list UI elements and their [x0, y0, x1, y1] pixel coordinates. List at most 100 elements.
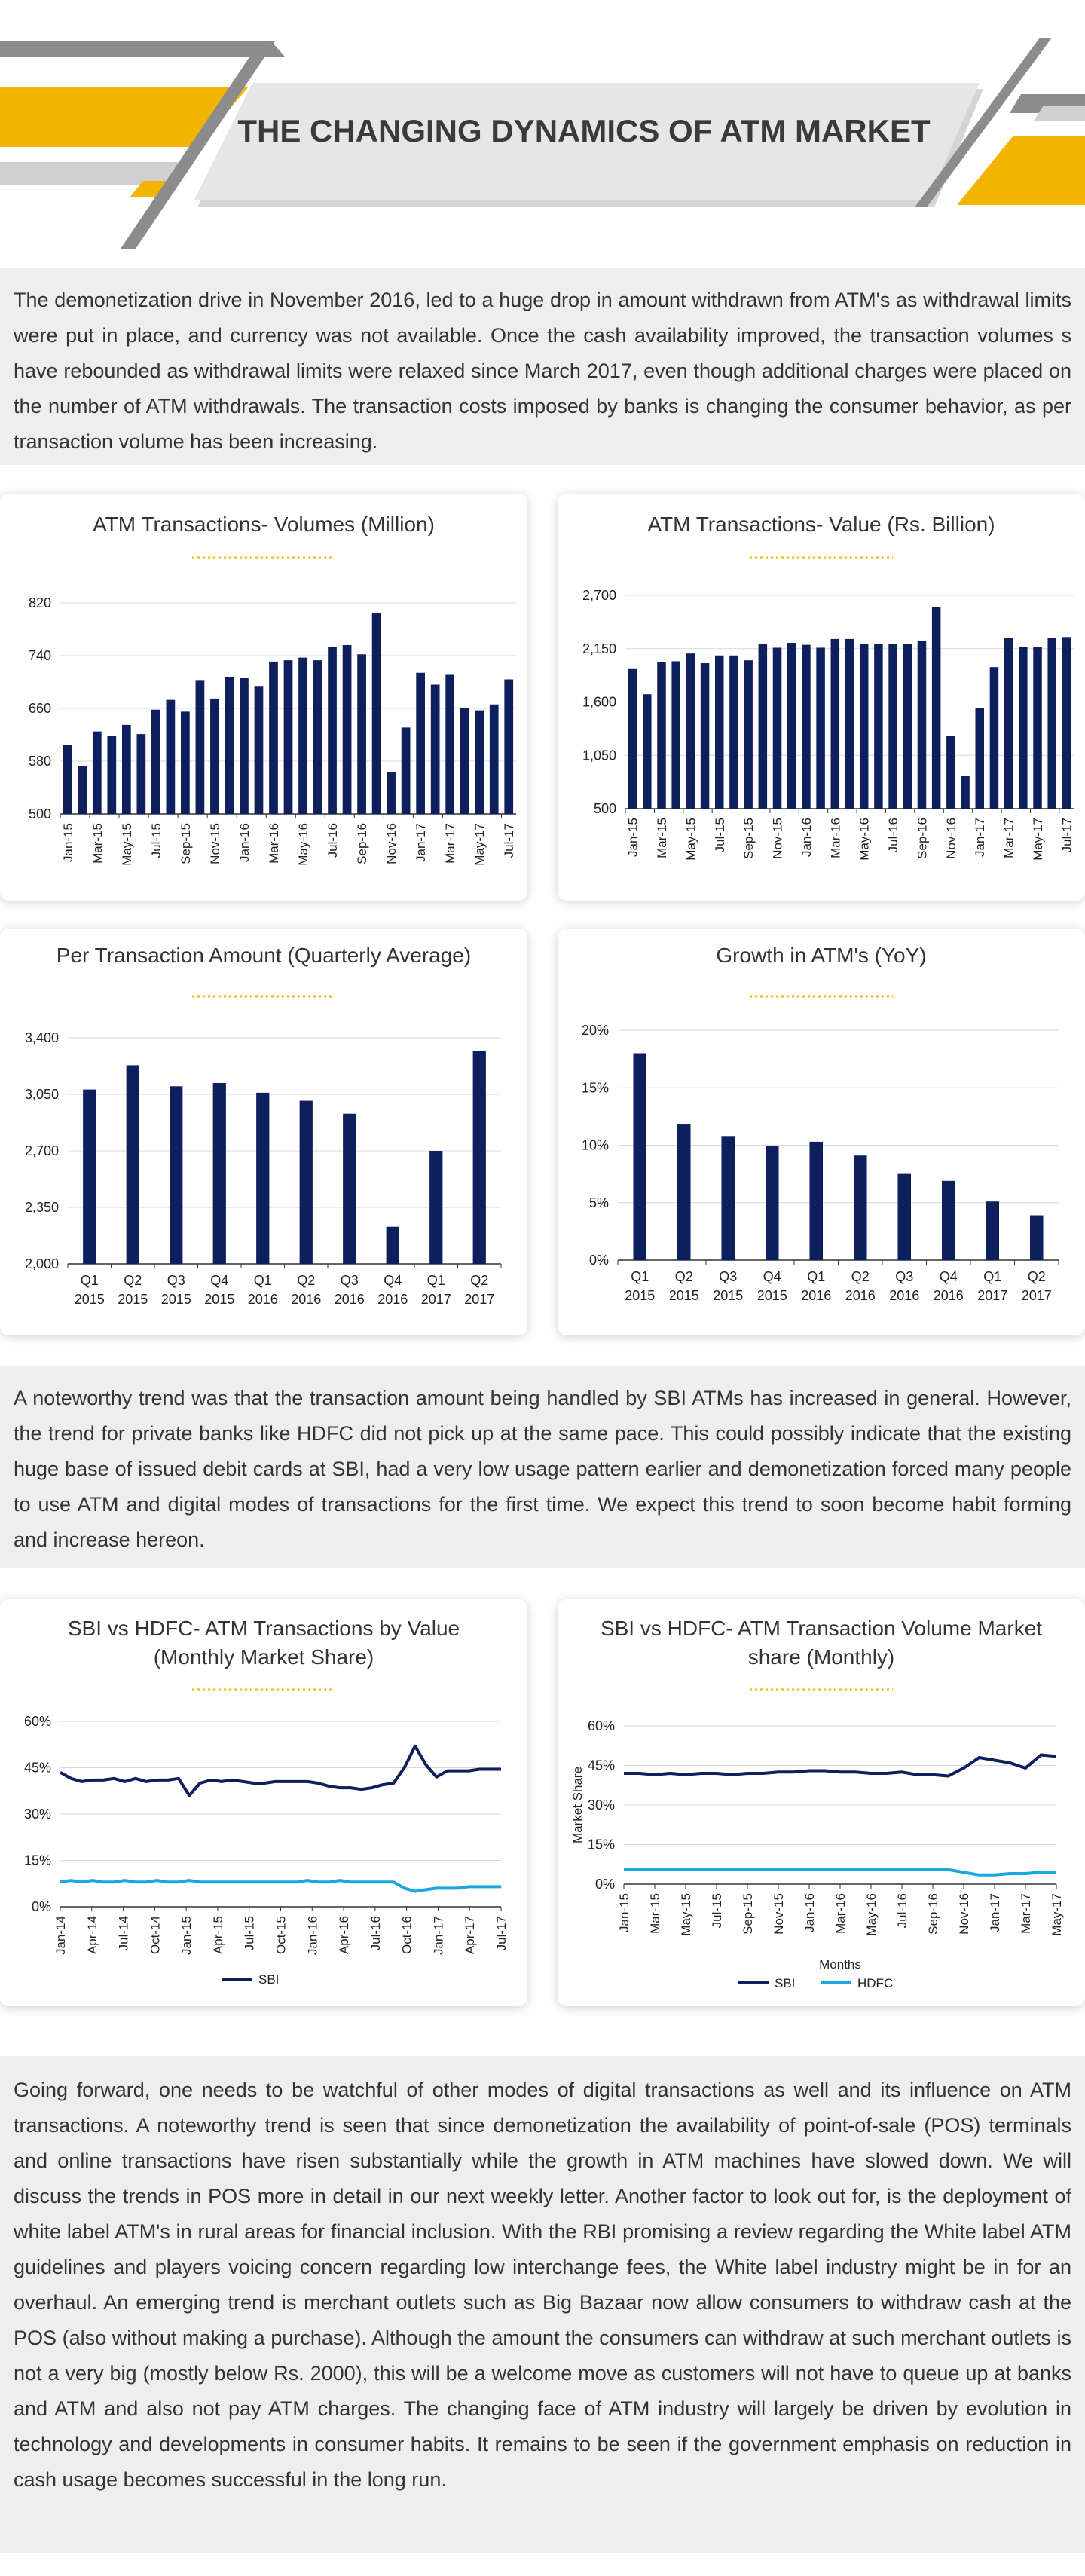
x-tick-label: Q2: [124, 1273, 142, 1288]
x-tick-label: May-16: [864, 1893, 879, 1936]
x-tick-label: Q3: [341, 1273, 359, 1288]
x-tick-label-year: 2015: [757, 1288, 787, 1303]
bar: [195, 680, 205, 814]
x-tick-label: Q3: [719, 1269, 737, 1284]
bar: [628, 668, 637, 809]
bar: [210, 698, 219, 814]
bar: [328, 647, 337, 814]
x-tick-label: Nov-15: [208, 823, 222, 864]
bar: [212, 1083, 226, 1264]
bar: [371, 613, 381, 814]
bar: [903, 644, 912, 809]
legend-label: SBI: [258, 1972, 279, 1987]
x-tick-label-year: 2015: [75, 1292, 105, 1307]
y-tick-label: 500: [594, 801, 616, 816]
bar: [387, 772, 396, 814]
x-tick-label-year: 2015: [669, 1288, 699, 1303]
x-tick-label: Jan-15: [61, 823, 75, 862]
chart-card-share-volume: SBI vs HDFC- ATM Transaction Volume Mark…: [558, 1599, 1085, 2006]
x-tick-label-year: 2016: [248, 1292, 278, 1307]
x-tick-label: Oct-16: [400, 1916, 414, 1954]
x-tick-label-year: 2015: [204, 1292, 234, 1307]
bar: [772, 647, 782, 809]
x-tick-label: Mar-17: [1019, 1893, 1033, 1934]
chart-growth: Growth in ATM's (YoY) 0% 5% 10% 15% 20% Q1 2015…: [582, 944, 1059, 1303]
x-tick-label: May-17: [472, 823, 487, 866]
x-tick-label-year: 2017: [1022, 1288, 1052, 1303]
x-tick-label: Q2: [470, 1273, 488, 1288]
bar: [897, 1173, 912, 1260]
x-tick-label: Apr-17: [463, 1916, 477, 1954]
y-tick-label: 0%: [595, 1877, 615, 1892]
bar: [343, 1113, 356, 1264]
chart-card-share-value: SBI vs HDFC- ATM Transactions by Value (M…: [0, 1599, 527, 2006]
x-tick-label: Jul-16: [895, 1893, 909, 1928]
bar: [269, 661, 278, 814]
x-tick-label: Q1: [631, 1269, 649, 1284]
x-tick-label: Apr-15: [211, 1916, 225, 1954]
bar: [1033, 647, 1042, 809]
bar: [504, 679, 514, 814]
x-tick-label: Jan-16: [305, 1916, 319, 1955]
x-tick-label: May-15: [679, 1893, 693, 1936]
x-tick-label: May-16: [296, 823, 310, 866]
x-tick-label: Jan-17: [988, 1893, 1002, 1932]
x-tick-label-year: 2015: [118, 1292, 148, 1307]
x-tick-label-year: 2017: [421, 1292, 451, 1307]
x-tick-label: Nov-15: [771, 818, 785, 859]
bar: [700, 663, 710, 809]
bar: [386, 1226, 399, 1264]
x-tick-label: May-16: [857, 818, 872, 861]
trend-paragraph: A noteworthy trend was that the transact…: [0, 1366, 1085, 1568]
bar: [888, 644, 897, 809]
chart-title: Growth in ATM's (YoY): [716, 944, 926, 967]
bar: [931, 607, 941, 809]
x-tick-label: Q3: [167, 1273, 185, 1288]
y-tick-label: 2,000: [25, 1256, 59, 1271]
y-tick-label: 60%: [588, 1718, 615, 1733]
y-tick-label: 1,600: [582, 695, 616, 710]
x-tick-label: Jul-15: [710, 1893, 724, 1928]
x-tick-label: Jul-15: [149, 823, 164, 858]
y-tick-label: 820: [29, 595, 51, 610]
bar: [92, 731, 102, 814]
chart-volumes: ATM Transactions- Volumes (Million) 500 58…: [29, 512, 516, 866]
x-tick-label: Q4: [940, 1269, 958, 1284]
y-tick-label: 0%: [32, 1899, 51, 1914]
x-tick-label-year: 2016: [934, 1288, 964, 1303]
x-tick-label: Jul-16: [886, 818, 900, 852]
x-tick-label: Q1: [254, 1273, 272, 1288]
y-tick-label: 0%: [589, 1253, 609, 1268]
chart-title: share (Monthly): [748, 1645, 895, 1669]
x-tick-label: Q4: [210, 1273, 228, 1288]
x-tick-label-year: 2017: [977, 1288, 1007, 1303]
bar: [78, 766, 87, 814]
x-tick-label: Q2: [851, 1269, 870, 1284]
bar: [765, 1146, 779, 1260]
x-tick-label: Jan-14: [53, 1916, 68, 1955]
x-tick-label: Apr-16: [337, 1916, 351, 1954]
bar: [802, 644, 811, 809]
bar: [445, 674, 455, 814]
y-tick-label: 60%: [24, 1714, 51, 1729]
header-decoration: [0, 38, 1085, 249]
bar: [961, 776, 970, 809]
y-tick-label: 30%: [588, 1797, 615, 1813]
x-tick-label: Mar-17: [443, 823, 457, 864]
outlook-paragraph: Going forward, one needs to be watchful …: [0, 2056, 1085, 2553]
bar: [677, 1124, 691, 1260]
y-tick-label: 2,700: [25, 1143, 59, 1158]
bar: [874, 644, 883, 809]
y-tick-label: 2,350: [25, 1200, 59, 1215]
bar: [472, 1051, 486, 1264]
bar: [809, 1141, 824, 1260]
bar: [744, 660, 753, 809]
x-tick-label: Mar-15: [90, 823, 105, 864]
bar: [671, 661, 680, 809]
y-tick-label: 45%: [588, 1758, 615, 1773]
x-tick-label: Q2: [675, 1269, 693, 1284]
bar: [240, 678, 249, 814]
bar: [63, 745, 72, 814]
x-tick-label: Sep-16: [355, 823, 369, 864]
bar: [917, 641, 927, 809]
